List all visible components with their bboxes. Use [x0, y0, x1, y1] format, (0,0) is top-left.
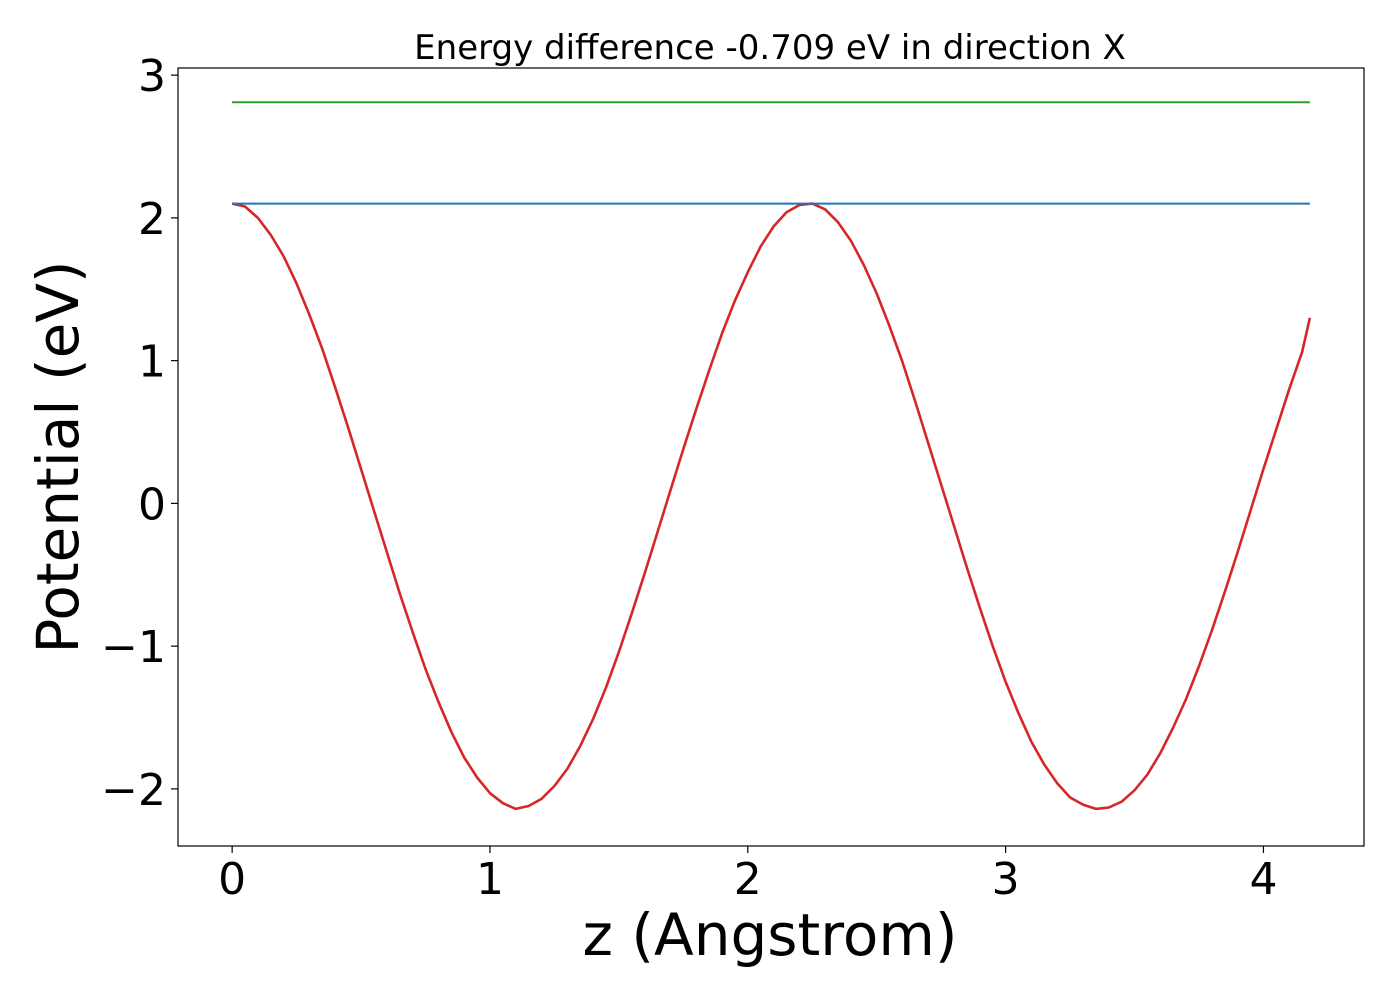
plot-frame: [177, 67, 1365, 847]
y-tick-label: −2: [101, 765, 166, 816]
x-tick-label: 0: [218, 854, 246, 905]
series-line-potential: [231, 202, 1312, 811]
y-tick-label: −1: [101, 622, 166, 673]
x-axis-ticks: 0 1 2 3 4: [218, 846, 1277, 905]
x-tick-label: 3: [992, 854, 1020, 905]
chart-title: Energy difference -0.709 eV in direction…: [414, 28, 1126, 68]
y-axis-ticks: −2 −1 0 1 2 3: [101, 51, 178, 816]
x-axis-label: z (Angstrom): [583, 901, 958, 969]
y-axis-label: Potential (eV): [24, 260, 92, 653]
x-tick-label: 1: [476, 854, 504, 905]
y-tick-label: 2: [138, 194, 166, 245]
series-layer: [231, 101, 1312, 811]
y-tick-label: 0: [138, 479, 166, 530]
x-tick-label: 2: [734, 854, 762, 905]
x-tick-label: 4: [1249, 854, 1277, 905]
y-tick-label: 1: [138, 337, 166, 388]
y-tick-label: 3: [138, 51, 166, 102]
